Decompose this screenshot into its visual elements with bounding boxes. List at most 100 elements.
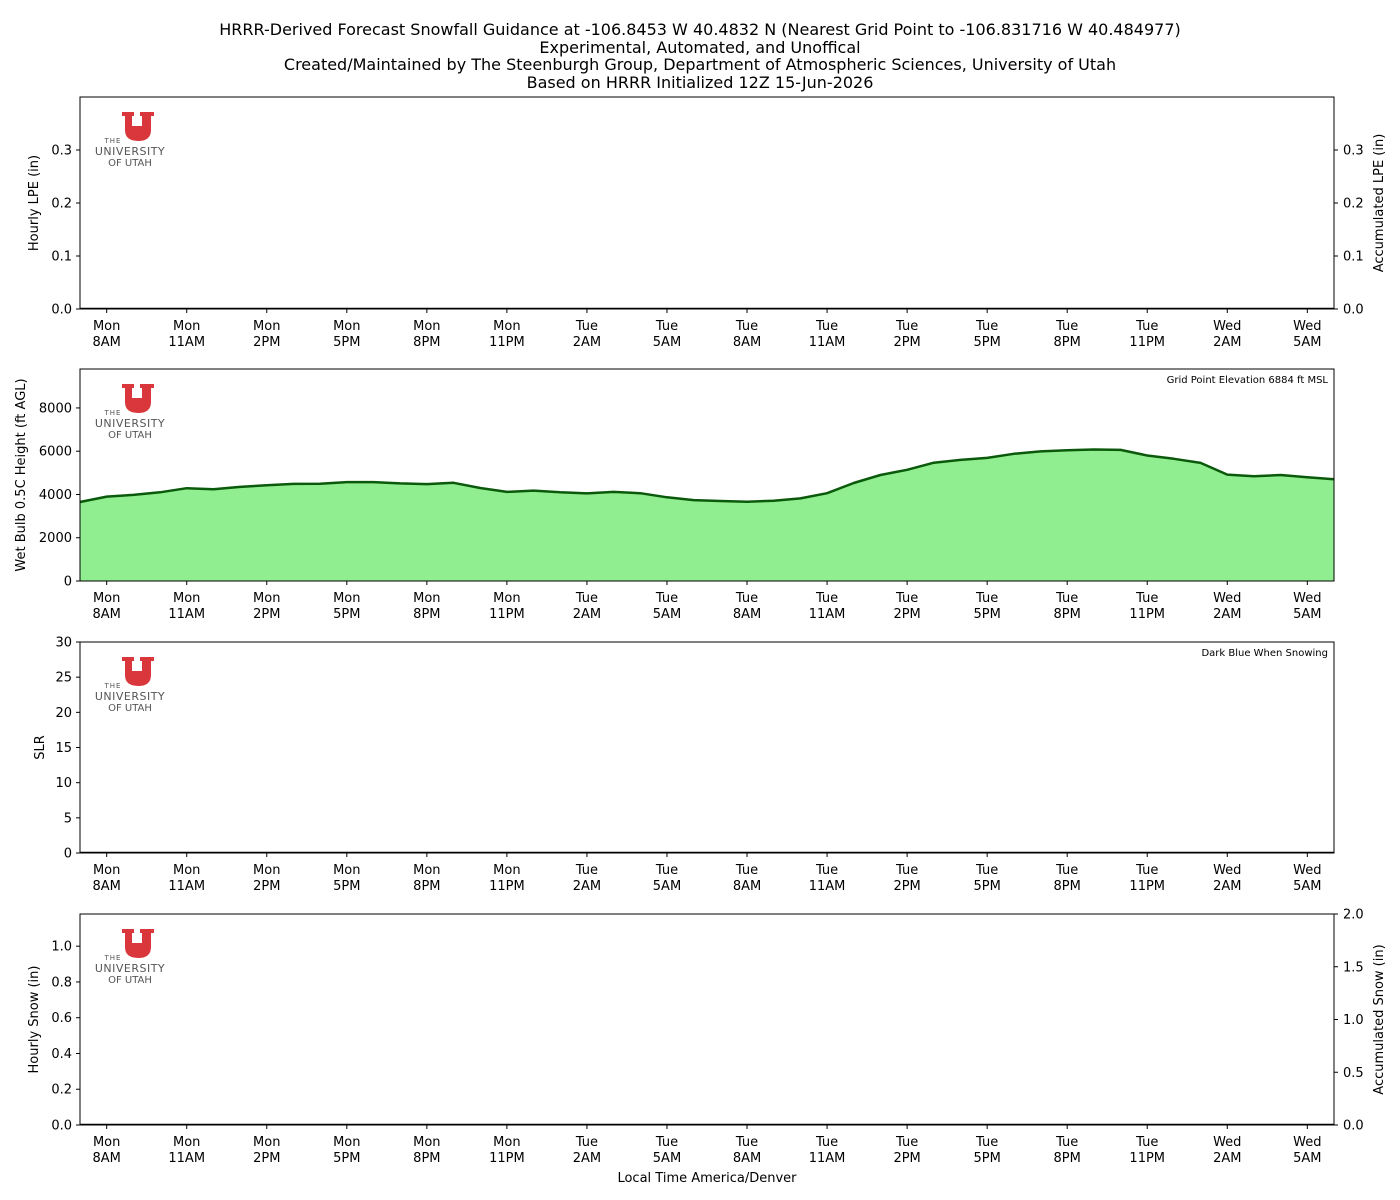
x-tick-label-time: 2PM — [253, 1151, 280, 1166]
x-tick-label-time: 8AM — [92, 1151, 120, 1166]
university-of-utah-logo — [122, 657, 154, 686]
x-tick-label-day: Wed — [1213, 863, 1241, 878]
y-tick-label: 0.0 — [51, 1119, 72, 1134]
x-tick-label-day: Mon — [253, 591, 280, 606]
x-tick-label-time: 8PM — [413, 335, 440, 350]
y-right-tick-label: 0.5 — [1343, 1066, 1364, 1081]
x-tick-label-day: Wed — [1213, 1135, 1241, 1150]
x-tick-label-time: 11AM — [809, 1151, 846, 1166]
title-line-2: Experimental, Automated, and Unoffical — [539, 37, 861, 57]
x-tick-label-time: 2AM — [573, 879, 601, 894]
x-tick-label-day: Mon — [93, 591, 120, 606]
x-tick-label-time: 2PM — [253, 335, 280, 350]
y-tick-label: 0 — [64, 847, 72, 862]
x-tick-label-day: Tue — [735, 1135, 758, 1150]
x-tick-label-day: Tue — [895, 863, 918, 878]
x-tick-label-day: Mon — [253, 863, 280, 878]
y-tick-label: 0.2 — [51, 1083, 72, 1098]
logo-text-of-utah: OF UTAH — [108, 430, 152, 441]
x-tick-label-day: Tue — [575, 1135, 598, 1150]
y-axis-right-label: Accumulated LPE (in) — [1372, 134, 1387, 273]
x-tick-label-time: 5PM — [333, 879, 360, 894]
x-tick-label-time: 11AM — [809, 879, 846, 894]
x-tick-label-day: Wed — [1293, 591, 1321, 606]
x-tick-label-time: 11PM — [489, 607, 525, 622]
x-tick-label-time: 11AM — [168, 607, 205, 622]
x-tick-label-day: Tue — [575, 863, 598, 878]
x-tick-label-time: 5PM — [973, 607, 1000, 622]
x-tick-label-time: 8AM — [733, 1151, 761, 1166]
x-tick-label-day: Tue — [655, 863, 678, 878]
x-tick-label-time: 8PM — [1054, 879, 1081, 894]
x-tick-label-time: 2AM — [573, 335, 601, 350]
x-tick-label-time: 8AM — [92, 335, 120, 350]
x-tick-label-time: 5AM — [1293, 335, 1321, 350]
x-tick-label-time: 11PM — [1129, 1151, 1165, 1166]
logo-text-the: THE — [104, 954, 122, 962]
y-tick-label: 0 — [64, 575, 72, 590]
x-tick-label-day: Mon — [173, 319, 200, 334]
x-tick-label-time: 8PM — [1054, 1151, 1081, 1166]
x-tick-label-day: Mon — [333, 863, 360, 878]
x-tick-label-day: Mon — [93, 1135, 120, 1150]
x-tick-label-time: 2PM — [893, 607, 920, 622]
x-tick-label-time: 2PM — [893, 1151, 920, 1166]
x-tick-label-time: 11AM — [809, 607, 846, 622]
x-tick-label-day: Tue — [575, 591, 598, 606]
x-tick-label-day: Tue — [1055, 1135, 1078, 1150]
x-tick-label-time: 5AM — [653, 1151, 681, 1166]
logo-text-university: UNIVERSITY — [95, 690, 165, 703]
x-tick-label-day: Wed — [1213, 591, 1241, 606]
x-tick-label-time: 8PM — [413, 1151, 440, 1166]
x-tick-label-day: Tue — [1135, 319, 1158, 334]
x-tick-label-day: Tue — [655, 319, 678, 334]
x-tick-label-day: Mon — [493, 863, 520, 878]
x-tick-label-day: Tue — [895, 319, 918, 334]
x-tick-label-day: Tue — [735, 319, 758, 334]
x-tick-label-day: Mon — [173, 1135, 200, 1150]
x-tick-label-time: 5AM — [1293, 607, 1321, 622]
y-axis-label: SLR — [33, 735, 48, 760]
plot-frame — [79, 641, 1335, 854]
x-tick-label-day: Tue — [975, 319, 998, 334]
y-tick-label: 2000 — [39, 531, 72, 546]
x-tick-label-time: 11PM — [489, 879, 525, 894]
x-tick-label-day: Tue — [735, 863, 758, 878]
y-right-tick-label: 1.0 — [1343, 1013, 1364, 1028]
x-tick-label-time: 11AM — [168, 335, 205, 350]
logo-text-of-utah: OF UTAH — [108, 975, 152, 986]
title-line-3: Created/Maintained by The Steenburgh Gro… — [283, 55, 1117, 74]
x-tick-label-time: 5AM — [1293, 1151, 1321, 1166]
x-tick-label-time: 11PM — [1129, 607, 1165, 622]
x-tick-label-day: Tue — [1055, 319, 1078, 334]
y-right-tick-label: 1.5 — [1343, 960, 1364, 975]
x-tick-label-time: 5AM — [653, 335, 681, 350]
x-tick-label-day: Tue — [1135, 1135, 1158, 1150]
y-right-tick-label: 0.0 — [1343, 303, 1364, 318]
x-tick-label-time: 11PM — [1129, 879, 1165, 894]
x-tick-label-time: 5AM — [1293, 879, 1321, 894]
x-tick-label-time: 8PM — [1054, 607, 1081, 622]
x-tick-label-time: 5PM — [973, 879, 1000, 894]
y-axis-label: Hourly LPE (in) — [27, 155, 42, 251]
x-tick-label-day: Mon — [253, 1135, 280, 1150]
x-tick-label-time: 5PM — [973, 335, 1000, 350]
y-tick-label: 0.1 — [51, 250, 72, 265]
x-tick-label-day: Tue — [815, 863, 838, 878]
x-tick-label-time: 8PM — [413, 879, 440, 894]
y-right-tick-label: 2.0 — [1343, 908, 1364, 923]
x-tick-label-day: Tue — [895, 1135, 918, 1150]
x-tick-label-day: Tue — [655, 1135, 678, 1150]
logo-block-u — [122, 929, 154, 958]
panel-annotation: Grid Point Elevation 6884 ft MSL — [1167, 375, 1329, 386]
x-tick-label-day: Mon — [173, 591, 200, 606]
x-tick-label-time: 2PM — [893, 335, 920, 350]
y-right-tick-label: 0.3 — [1343, 144, 1364, 159]
x-tick-label-time: 8PM — [413, 607, 440, 622]
y-tick-label: 1.0 — [51, 940, 72, 955]
y-axis-label: Wet Bulb 0.5C Height (ft AGL) — [14, 378, 29, 571]
logo-text-of-utah: OF UTAH — [108, 158, 152, 169]
x-tick-label-day: Mon — [493, 1135, 520, 1150]
x-tick-label-time: 2AM — [1213, 1151, 1241, 1166]
x-tick-label-day: Mon — [493, 591, 520, 606]
